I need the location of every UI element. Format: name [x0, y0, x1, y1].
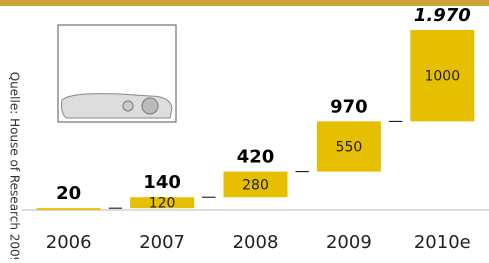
x-tick-label: 2009 [326, 232, 372, 253]
step-label: 1000 [424, 69, 460, 85]
product-image [58, 25, 176, 122]
x-tick-label: 2010e [414, 232, 471, 253]
total-label: 1.970 [414, 5, 471, 26]
total-label: 420 [237, 147, 275, 168]
page: {"chart_data": {"type": "waterfall", "so… [0, 0, 489, 259]
step-label: 550 [336, 139, 363, 155]
x-tick-label: 2008 [233, 232, 279, 253]
bar [37, 208, 101, 210]
source-note: Quelle: House of Research 2009 [8, 72, 22, 259]
x-tick-label: 2007 [139, 232, 185, 253]
x-tick-label: 2006 [46, 232, 92, 253]
chart: Quelle: House of Research 2009 20 2006 120… [0, 0, 489, 259]
step-label: 280 [242, 177, 269, 193]
step-label: 120 [149, 196, 176, 212]
total-label: 970 [330, 96, 368, 117]
total-label: 140 [143, 172, 181, 193]
total-label: 20 [56, 183, 81, 204]
